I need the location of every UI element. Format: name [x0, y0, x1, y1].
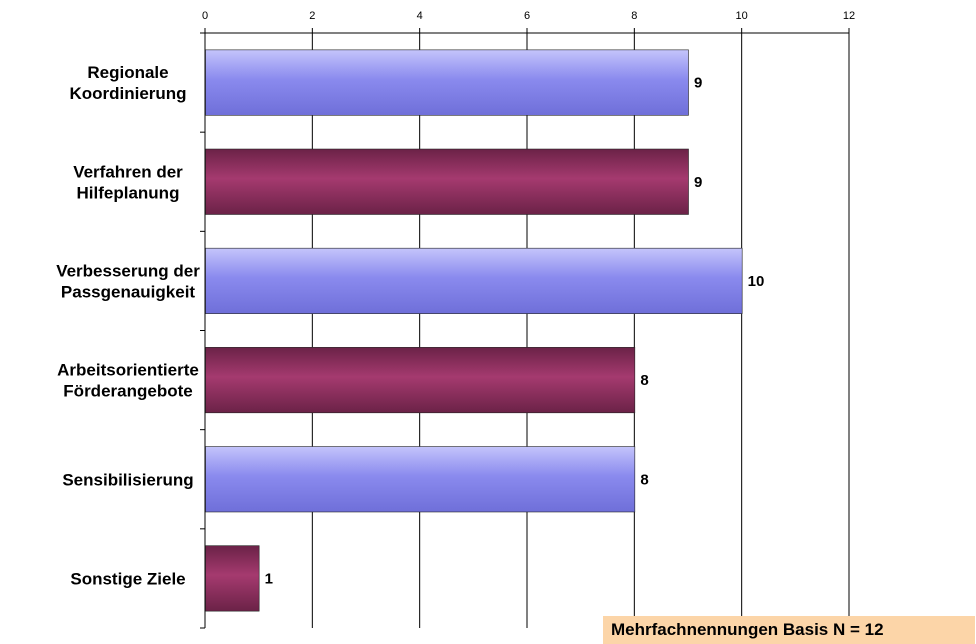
bars: [205, 49, 743, 612]
x-tick-label: 2: [309, 10, 315, 22]
base-note: Mehrfachnennungen Basis N = 12: [603, 616, 975, 644]
bar: [205, 545, 260, 612]
category-label: Arbeitsorientierte: [57, 361, 199, 380]
category-label: Koordinierung: [69, 84, 186, 103]
category-label: Verbesserung der: [56, 261, 200, 280]
x-tick-label: 12: [843, 10, 855, 22]
x-axis-ticks: 0 2 4 6 8 10 12: [200, 10, 855, 629]
bar: [205, 347, 636, 414]
category-label: Sonstige Ziele: [70, 569, 185, 588]
bar: [205, 49, 689, 116]
data-label: 8: [640, 372, 648, 389]
category-label: Förderangebote: [63, 382, 192, 401]
x-tick-label: 0: [202, 10, 208, 22]
data-label: 8: [640, 471, 648, 488]
data-label: 10: [748, 273, 765, 290]
category-label: Verfahren der: [73, 162, 183, 181]
x-tick-label: 8: [631, 10, 637, 22]
x-tick-label: 6: [524, 10, 530, 22]
category-label: Passgenauigkeit: [61, 282, 196, 301]
category-label: Hilfeplanung: [77, 183, 180, 202]
gridlines: [204, 33, 850, 628]
data-label: 9: [694, 75, 702, 92]
bar: [205, 148, 689, 215]
x-tick-label: 4: [417, 10, 423, 22]
labels: 9 Regionale Koordinierung 9 Verfahren der Hil…: [56, 63, 764, 588]
data-label: 9: [694, 174, 702, 191]
x-tick-label: 10: [736, 10, 748, 22]
bar: [205, 446, 636, 513]
data-label: 1: [265, 570, 273, 587]
category-label: Sensibilisierung: [62, 470, 193, 489]
category-label: Regionale: [87, 63, 168, 82]
bar: [205, 247, 743, 314]
